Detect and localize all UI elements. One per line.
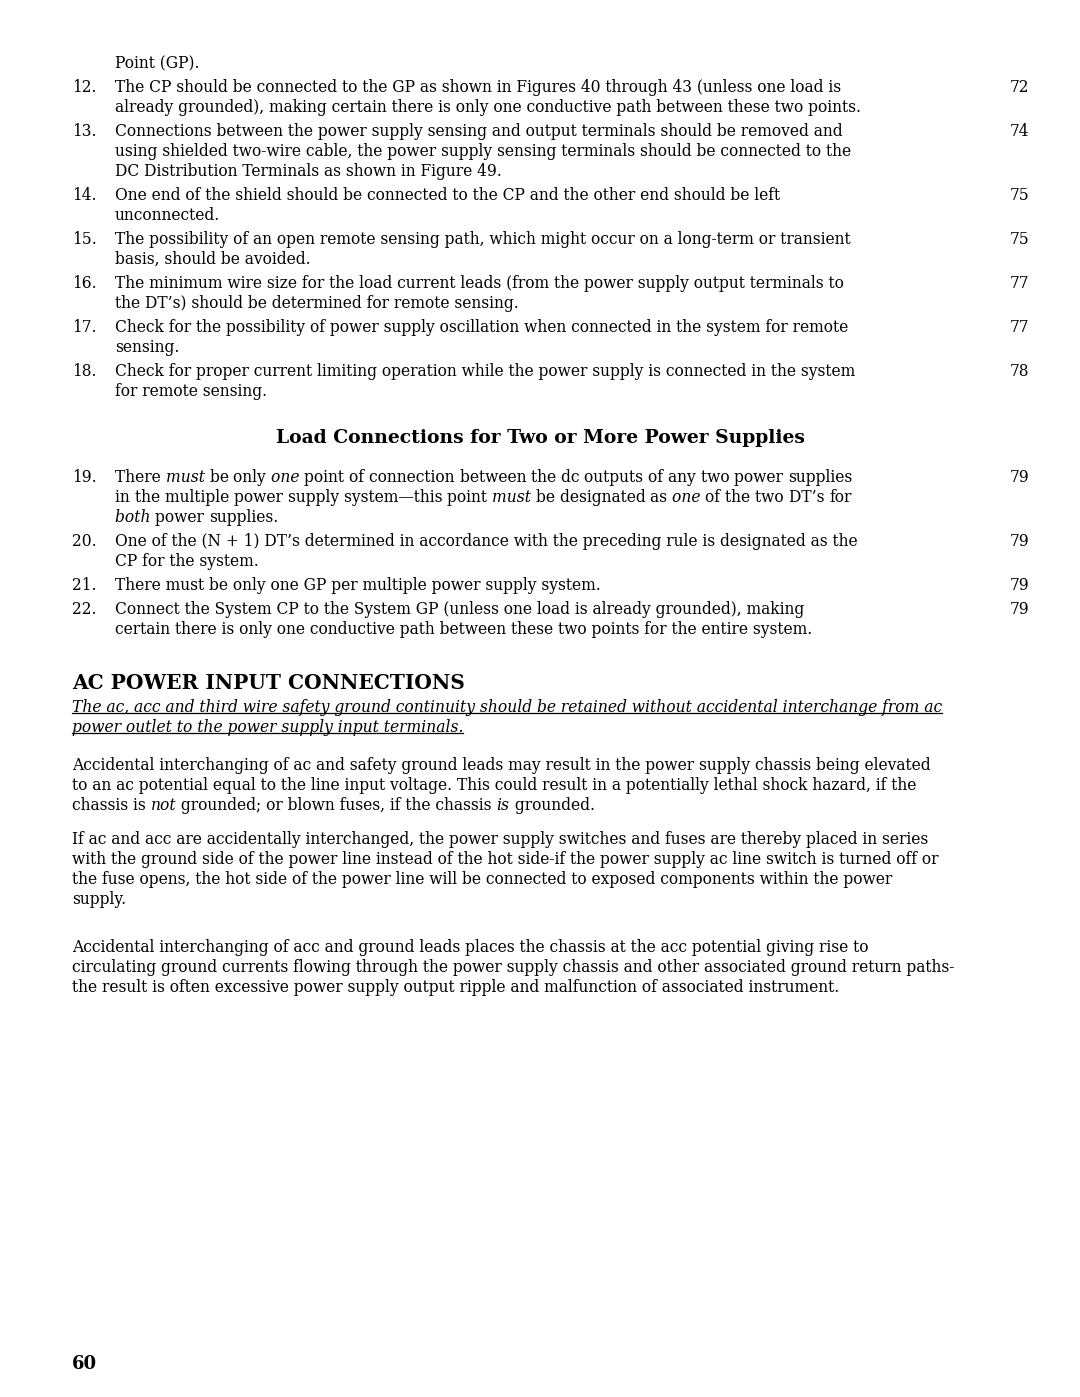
Text: the: the <box>135 489 164 506</box>
Text: 60: 60 <box>72 1355 97 1373</box>
Text: system—this: system—this <box>343 489 447 506</box>
Text: the DT’s) should be determined for remote sensing.: the DT’s) should be determined for remot… <box>114 295 518 312</box>
Text: as: as <box>650 489 672 506</box>
Text: for: for <box>829 489 851 506</box>
Text: with the ground side of the power line instead of the hot side-if the power supp: with the ground side of the power line i… <box>72 851 939 868</box>
Text: Accidental interchanging of acc and ground leads places the chassis at the acc p: Accidental interchanging of acc and grou… <box>72 939 868 956</box>
Text: 79: 79 <box>1010 469 1029 486</box>
Text: The CP should be connected to the GP as shown in Figures 40 through 43 (unless o: The CP should be connected to the GP as … <box>114 80 841 96</box>
Text: must: must <box>165 469 210 486</box>
Text: both: both <box>114 509 156 527</box>
Text: two: two <box>755 489 788 506</box>
Text: the result is often excessive power supply output ripple and malfunction of asso: the result is often excessive power supp… <box>72 979 839 996</box>
Text: 15.: 15. <box>72 231 97 249</box>
Text: in: in <box>114 489 135 506</box>
Text: 21.: 21. <box>72 577 96 594</box>
Text: of: of <box>705 489 726 506</box>
Text: outputs: outputs <box>584 469 648 486</box>
Text: is: is <box>497 798 510 814</box>
Text: 19.: 19. <box>72 469 96 486</box>
Text: If ac and acc are accidentally interchanged, the power supply switches and fuses: If ac and acc are accidentally interchan… <box>72 831 928 848</box>
Text: 77: 77 <box>1010 275 1029 292</box>
Text: grounded; or blown fuses, if the chassis: grounded; or blown fuses, if the chassis <box>176 798 497 814</box>
Text: 17.: 17. <box>72 319 96 337</box>
Text: grounded.: grounded. <box>510 798 595 814</box>
Text: of: of <box>648 469 669 486</box>
Text: 75: 75 <box>1010 187 1029 204</box>
Text: 79: 79 <box>1010 601 1029 617</box>
Text: basis, should be avoided.: basis, should be avoided. <box>114 251 311 268</box>
Text: 16.: 16. <box>72 275 96 292</box>
Text: point: point <box>447 489 491 506</box>
Text: DC Distribution Terminals as shown in Figure 49.: DC Distribution Terminals as shown in Fi… <box>114 163 502 180</box>
Text: multiple: multiple <box>164 489 233 506</box>
Text: unconnected.: unconnected. <box>114 207 220 224</box>
Text: one: one <box>672 489 705 506</box>
Text: Check for the possibility of power supply oscillation when connected in the syst: Check for the possibility of power suppl… <box>114 319 848 337</box>
Text: 77: 77 <box>1010 319 1029 337</box>
Text: 13.: 13. <box>72 123 96 140</box>
Text: 79: 79 <box>1010 577 1029 594</box>
Text: Connections between the power supply sensing and output terminals should be remo: Connections between the power supply sen… <box>114 123 842 140</box>
Text: one: one <box>271 469 305 486</box>
Text: connection: connection <box>369 469 459 486</box>
Text: The possibility of an open remote sensing path, which might occur on a long-term: The possibility of an open remote sensin… <box>114 231 851 249</box>
Text: 72: 72 <box>1010 80 1029 96</box>
Text: power outlet to the power supply input terminals.: power outlet to the power supply input t… <box>72 719 463 736</box>
Text: certain there is only one conductive path between these two points for the entir: certain there is only one conductive pat… <box>114 622 812 638</box>
Text: 22.: 22. <box>72 601 96 617</box>
Text: 18.: 18. <box>72 363 96 380</box>
Text: Point (GP).: Point (GP). <box>114 54 200 73</box>
Text: power: power <box>156 509 210 527</box>
Text: 20.: 20. <box>72 534 96 550</box>
Text: point: point <box>305 469 349 486</box>
Text: be: be <box>536 489 559 506</box>
Text: already grounded), making certain there is only one conductive path between thes: already grounded), making certain there … <box>114 99 861 116</box>
Text: the: the <box>726 489 755 506</box>
Text: of: of <box>349 469 369 486</box>
Text: power: power <box>233 489 287 506</box>
Text: the fuse opens, the hot side of the power line will be connected to exposed comp: the fuse opens, the hot side of the powe… <box>72 870 892 888</box>
Text: CP for the system.: CP for the system. <box>114 553 259 570</box>
Text: supplies: supplies <box>788 469 852 486</box>
Text: not: not <box>150 798 176 814</box>
Text: There: There <box>114 469 165 486</box>
Text: 79: 79 <box>1010 534 1029 550</box>
Text: supply.: supply. <box>72 891 126 908</box>
Text: DT’s: DT’s <box>788 489 829 506</box>
Text: One of the (N + 1) DT’s determined in accordance with the preceding rule is desi: One of the (N + 1) DT’s determined in ac… <box>114 534 858 550</box>
Text: sensing.: sensing. <box>114 339 179 356</box>
Text: to an ac potential equal to the line input voltage. This could result in a poten: to an ac potential equal to the line inp… <box>72 777 916 793</box>
Text: 74: 74 <box>1010 123 1029 140</box>
Text: Load Connections for Two or More Power Supplies: Load Connections for Two or More Power S… <box>275 429 805 447</box>
Text: only: only <box>233 469 271 486</box>
Text: be: be <box>210 469 233 486</box>
Text: designated: designated <box>559 489 650 506</box>
Text: circulating ground currents flowing through the power supply chassis and other a: circulating ground currents flowing thro… <box>72 958 955 977</box>
Text: two: two <box>701 469 734 486</box>
Text: supply: supply <box>287 489 343 506</box>
Text: using shielded two-wire cable, the power supply sensing terminals should be conn: using shielded two-wire cable, the power… <box>114 142 851 161</box>
Text: chassis is: chassis is <box>72 798 150 814</box>
Text: supplies.: supplies. <box>210 509 279 527</box>
Text: between: between <box>459 469 531 486</box>
Text: There must be only one GP per multiple power supply system.: There must be only one GP per multiple p… <box>114 577 600 594</box>
Text: 14.: 14. <box>72 187 96 204</box>
Text: One end of the shield should be connected to the CP and the other end should be : One end of the shield should be connecte… <box>114 187 780 204</box>
Text: any: any <box>669 469 701 486</box>
Text: AC POWER INPUT CONNECTIONS: AC POWER INPUT CONNECTIONS <box>72 673 464 693</box>
Text: Accidental interchanging of ac and safety ground leads may result in the power s: Accidental interchanging of ac and safet… <box>72 757 931 774</box>
Text: dc: dc <box>561 469 584 486</box>
Text: 75: 75 <box>1010 231 1029 249</box>
Text: Check for proper current limiting operation while the power supply is connected : Check for proper current limiting operat… <box>114 363 855 380</box>
Text: the: the <box>531 469 561 486</box>
Text: power: power <box>734 469 788 486</box>
Text: 12.: 12. <box>72 80 96 96</box>
Text: The minimum wire size for the load current leads (from the power supply output t: The minimum wire size for the load curre… <box>114 275 843 292</box>
Text: for remote sensing.: for remote sensing. <box>114 383 267 400</box>
Text: 78: 78 <box>1010 363 1029 380</box>
Text: Connect the System CP to the System GP (unless one load is already grounded), ma: Connect the System CP to the System GP (… <box>114 601 805 617</box>
Text: The ac, acc and third wire safety ground continuity should be retained without a: The ac, acc and third wire safety ground… <box>72 698 942 717</box>
Text: must: must <box>491 489 536 506</box>
